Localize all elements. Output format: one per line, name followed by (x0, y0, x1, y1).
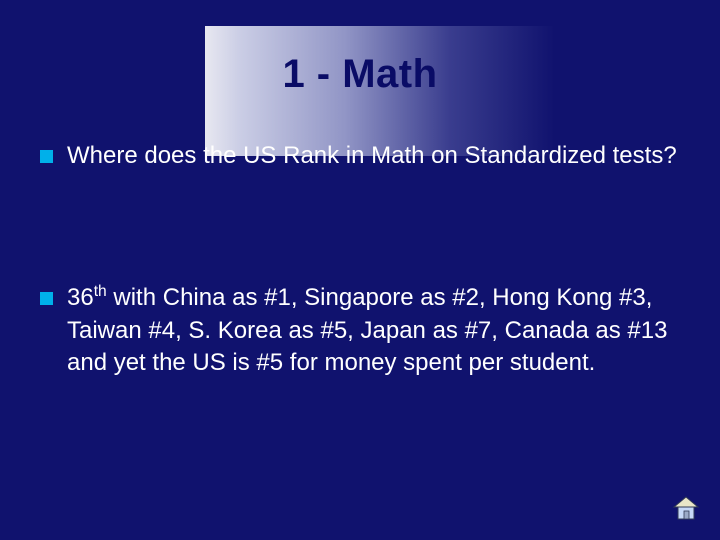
slide-title: 1 - Math (0, 52, 720, 97)
bullet-text: 36th with China as #1, Singapore as #2, … (67, 282, 680, 379)
bullet-item: 36th with China as #1, Singapore as #2, … (40, 282, 680, 379)
bullet-square-icon (40, 150, 53, 163)
bullet-square-icon (40, 292, 53, 305)
bullet-text: Where does the US Rank in Math on Standa… (67, 140, 680, 172)
slide: 1 - Math Where does the US Rank in Math … (0, 0, 720, 540)
home-icon[interactable] (672, 496, 700, 520)
bullet-item: Where does the US Rank in Math on Standa… (40, 140, 680, 172)
slide-content: Where does the US Rank in Math on Standa… (40, 140, 680, 380)
